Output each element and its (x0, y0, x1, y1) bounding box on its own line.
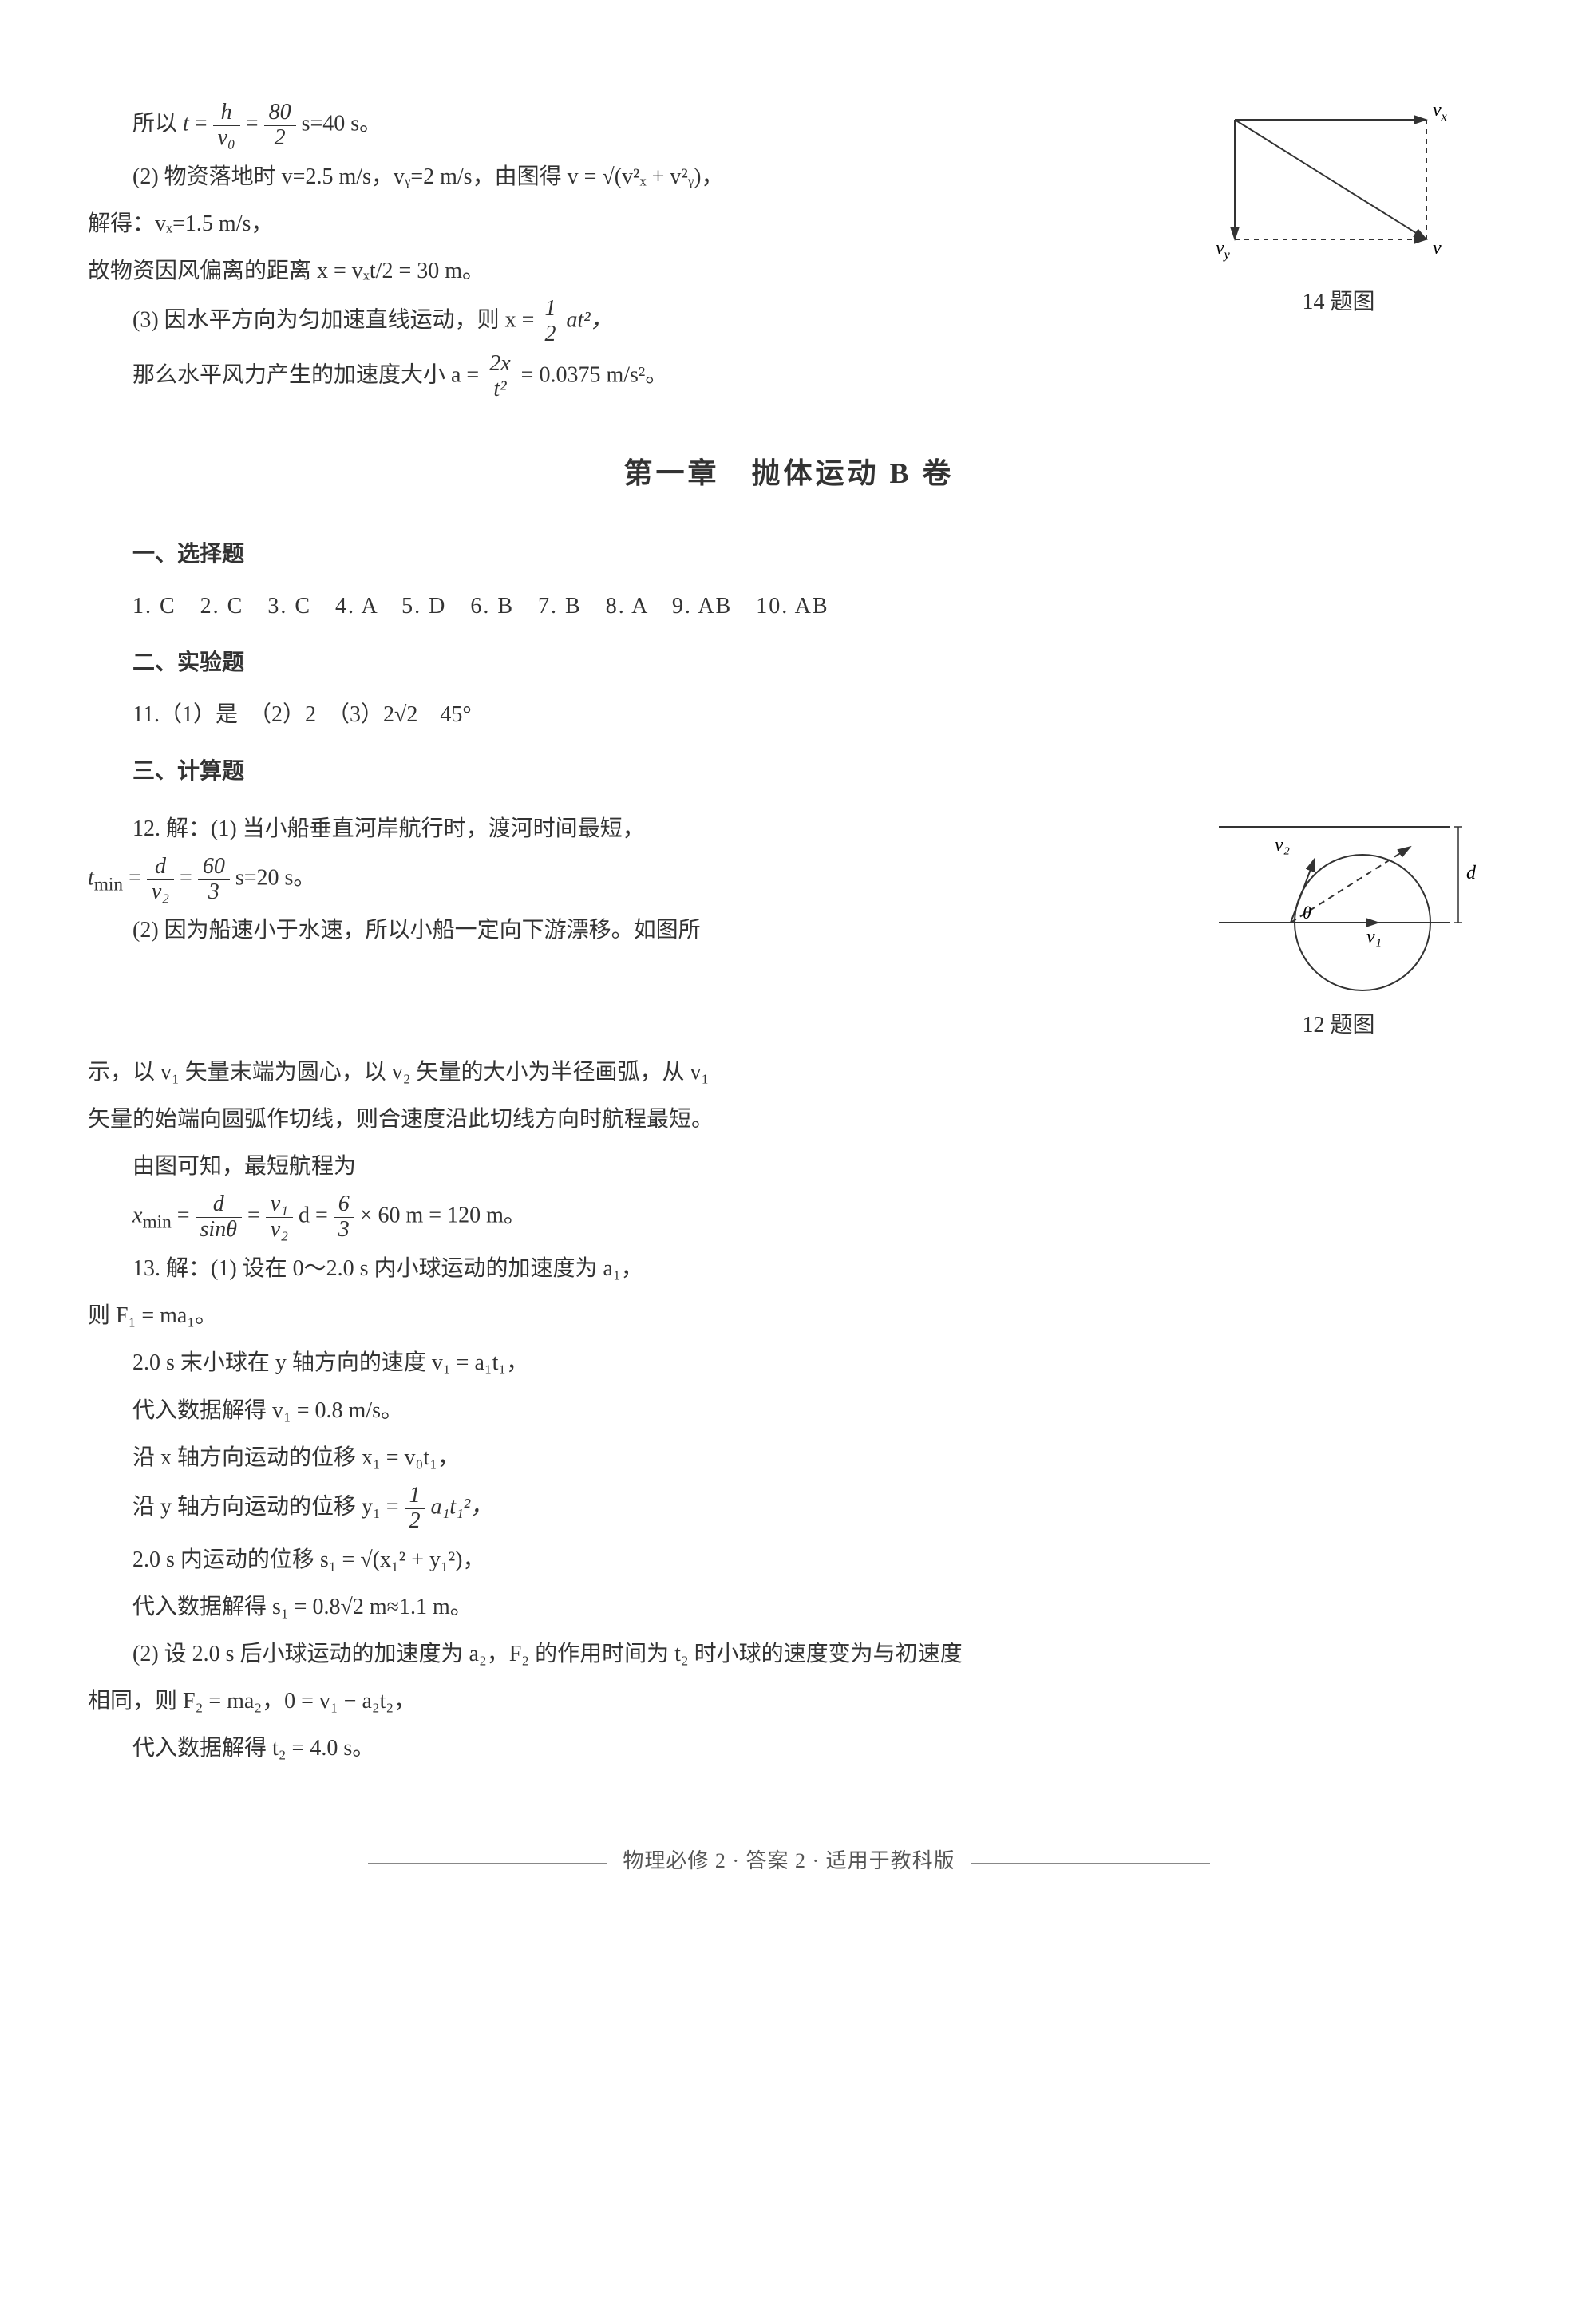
q12-p5: 矢量的始端向圆弧作切线，则合速度沿此切线方向时航程最短。 (88, 1098, 1490, 1140)
figure-12: v₂ v₁ θ d 12 题图 (1187, 803, 1490, 1046)
q14-row: 所以 t = hv₀ = 802 s=40 s。 (2) 物资落地时 v=2.5… (88, 96, 1490, 406)
q13-p9: (2) 设 2.0 s 后小球运动的加速度为 a₂，F₂ 的作用时间为 t₂ 时… (132, 1633, 1490, 1675)
t: 所以 (132, 112, 183, 136)
q14-line6: 那么水平风力产生的加速度大小 a = 2xt² = 0.0375 m/s²。 (132, 352, 1163, 402)
part1-answers: 1. C 2. C 3. C 4. A 5. D 6. B 7. B 8. A … (132, 585, 1490, 627)
eq: = (195, 112, 213, 136)
q14-text: 所以 t = hv₀ = 802 s=40 s。 (2) 物资落地时 v=2.5… (88, 96, 1187, 406)
q14-line4: 故物资因风偏离的距离 x = vₓt/2 = 30 m。 (88, 250, 1163, 292)
res: s=20 s。 (235, 866, 316, 891)
svg-text:vy: vy (1216, 238, 1231, 262)
q12-p7: xmin = dsinθ = v₁v₂ d = 63 × 60 m = 120 … (132, 1192, 1490, 1243)
eq2: = (246, 112, 264, 136)
q13-p6: 沿 y 轴方向运动的位移 y₁ = 12 a₁t₁²， (132, 1484, 1490, 1534)
chapter-title: 第一章 抛体运动 B 卷 (88, 446, 1490, 500)
t6b: a₁t₁²， (431, 1495, 493, 1520)
xmin-sub: min (142, 1212, 171, 1233)
part1-heading: 一、选择题 (132, 533, 1490, 575)
q12-row: 12. 解：(1) 当小船垂直河岸航行时，渡河时间最短， tmin = dv₂ … (88, 803, 1490, 1046)
frac-1-2: 12 (540, 297, 560, 347)
frac-80-2: 802 (264, 101, 296, 151)
t5b: at²， (566, 308, 612, 333)
q13-p3: 2.0 s 末小球在 y 轴方向的速度 v₁ = a₁t₁， (132, 1342, 1490, 1384)
q13-p11: 代入数据解得 t₂ = 4.0 s。 (132, 1727, 1490, 1769)
eq: = (129, 866, 147, 891)
q12-text: 12. 解：(1) 当小船垂直河岸航行时，渡河时间最短， tmin = dv₂ … (88, 803, 1187, 957)
q13-p8: 代入数据解得 s₁ = 0.8√2 m≈1.1 m。 (132, 1586, 1490, 1628)
figure-14: vx vy v 14 题图 (1187, 96, 1490, 323)
eq2: = (180, 866, 198, 891)
q13-p2: 则 F₁ = ma₁。 (88, 1294, 1490, 1337)
t6a: 那么水平风力产生的加速度大小 a = (132, 362, 484, 387)
tmin-sub: min (94, 874, 123, 895)
res: × 60 m = 120 m。 (360, 1204, 526, 1228)
q14-line2: (2) 物资落地时 v=2.5 m/s，vᵧ=2 m/s，由图得 v = √(v… (132, 156, 1163, 198)
tmin: t (88, 866, 94, 891)
q13-p5: 沿 x 轴方向运动的位移 x₁ = v₀t₁， (132, 1437, 1490, 1479)
figure-14-svg: vx vy v (1211, 96, 1466, 271)
part2-heading: 二、实验题 (132, 642, 1490, 684)
figure-12-svg: v₂ v₁ θ d (1195, 803, 1482, 994)
frac-v1-v2: v₁v₂ (266, 1192, 293, 1243)
q12-p3: (2) 因为船速小于水速，所以小船一定向下游漂移。如图所 (132, 909, 1163, 951)
t6a: 沿 y 轴方向运动的位移 y₁ = (132, 1495, 405, 1520)
svg-text:d: d (1466, 863, 1477, 883)
svg-text:v: v (1433, 238, 1442, 259)
svg-text:v₂: v₂ (1275, 835, 1290, 856)
eq2: = (247, 1204, 266, 1228)
svg-text:vx: vx (1433, 100, 1447, 124)
footer-line-right (971, 1863, 1210, 1864)
q13-p10: 相同，则 F₂ = ma₂，0 = v₁ − a₂t₂， (88, 1680, 1490, 1722)
frac-2x-t2: 2xt² (484, 352, 515, 402)
footer-text: 物理必修 2 · 答案 2 · 适用于教科版 (623, 1849, 955, 1872)
t-var: t (183, 112, 189, 136)
eq: = (177, 1204, 196, 1228)
frac-6-3: 63 (334, 1192, 354, 1243)
t6b: = 0.0375 m/s²。 (521, 362, 668, 387)
frac-d-v2: dv₂ (147, 855, 174, 905)
q12-p4: 示，以 v₁ 矢量末端为圆心，以 v₂ 矢量的大小为半径画弧，从 v₁ (88, 1051, 1490, 1093)
q13-p7: 2.0 s 内运动的位移 s₁ = √(x₁² + y₁²)， (132, 1539, 1490, 1581)
result: s=40 s。 (302, 112, 382, 136)
svg-text:v₁: v₁ (1366, 927, 1382, 947)
d-eq: d = (299, 1204, 334, 1228)
q12-p2: tmin = dv₂ = 603 s=20 s。 (88, 855, 1163, 905)
figure-12-caption: 12 题图 (1187, 1004, 1490, 1046)
part3-heading: 三、计算题 (132, 750, 1490, 792)
frac-60-3: 603 (198, 855, 230, 905)
figure-14-caption: 14 题图 (1187, 281, 1490, 323)
q12-p6: 由图可知，最短航程为 (132, 1145, 1490, 1188)
svg-text:θ: θ (1303, 903, 1311, 923)
q14-line1: 所以 t = hv₀ = 802 s=40 s。 (132, 101, 1163, 151)
xmin: x (132, 1204, 142, 1228)
frac-h-v0: hv₀ (213, 101, 240, 151)
part2-line: 11.（1）是 （2）2 （3）2√2 45° (132, 694, 1490, 736)
q12-p1: 12. 解：(1) 当小船垂直河岸航行时，渡河时间最短， (132, 808, 1163, 850)
q13-p4: 代入数据解得 v₁ = 0.8 m/s。 (132, 1389, 1490, 1432)
footer-line-left (368, 1863, 607, 1864)
page-footer: 物理必修 2 · 答案 2 · 适用于教科版 (88, 1841, 1490, 1880)
t5a: (3) 因水平方向为匀加速直线运动，则 x = (132, 308, 540, 333)
frac-1-2b: 12 (405, 1484, 425, 1534)
q13-p1: 13. 解：(1) 设在 0～2.0 s 内小球运动的加速度为 a₁， (132, 1247, 1490, 1290)
q14-line5: (3) 因水平方向为匀加速直线运动，则 x = 12 at²， (132, 297, 1163, 347)
q14-line3: 解得：vₓ=1.5 m/s， (88, 203, 1163, 245)
frac-d-sin: dsinθ (196, 1192, 242, 1243)
